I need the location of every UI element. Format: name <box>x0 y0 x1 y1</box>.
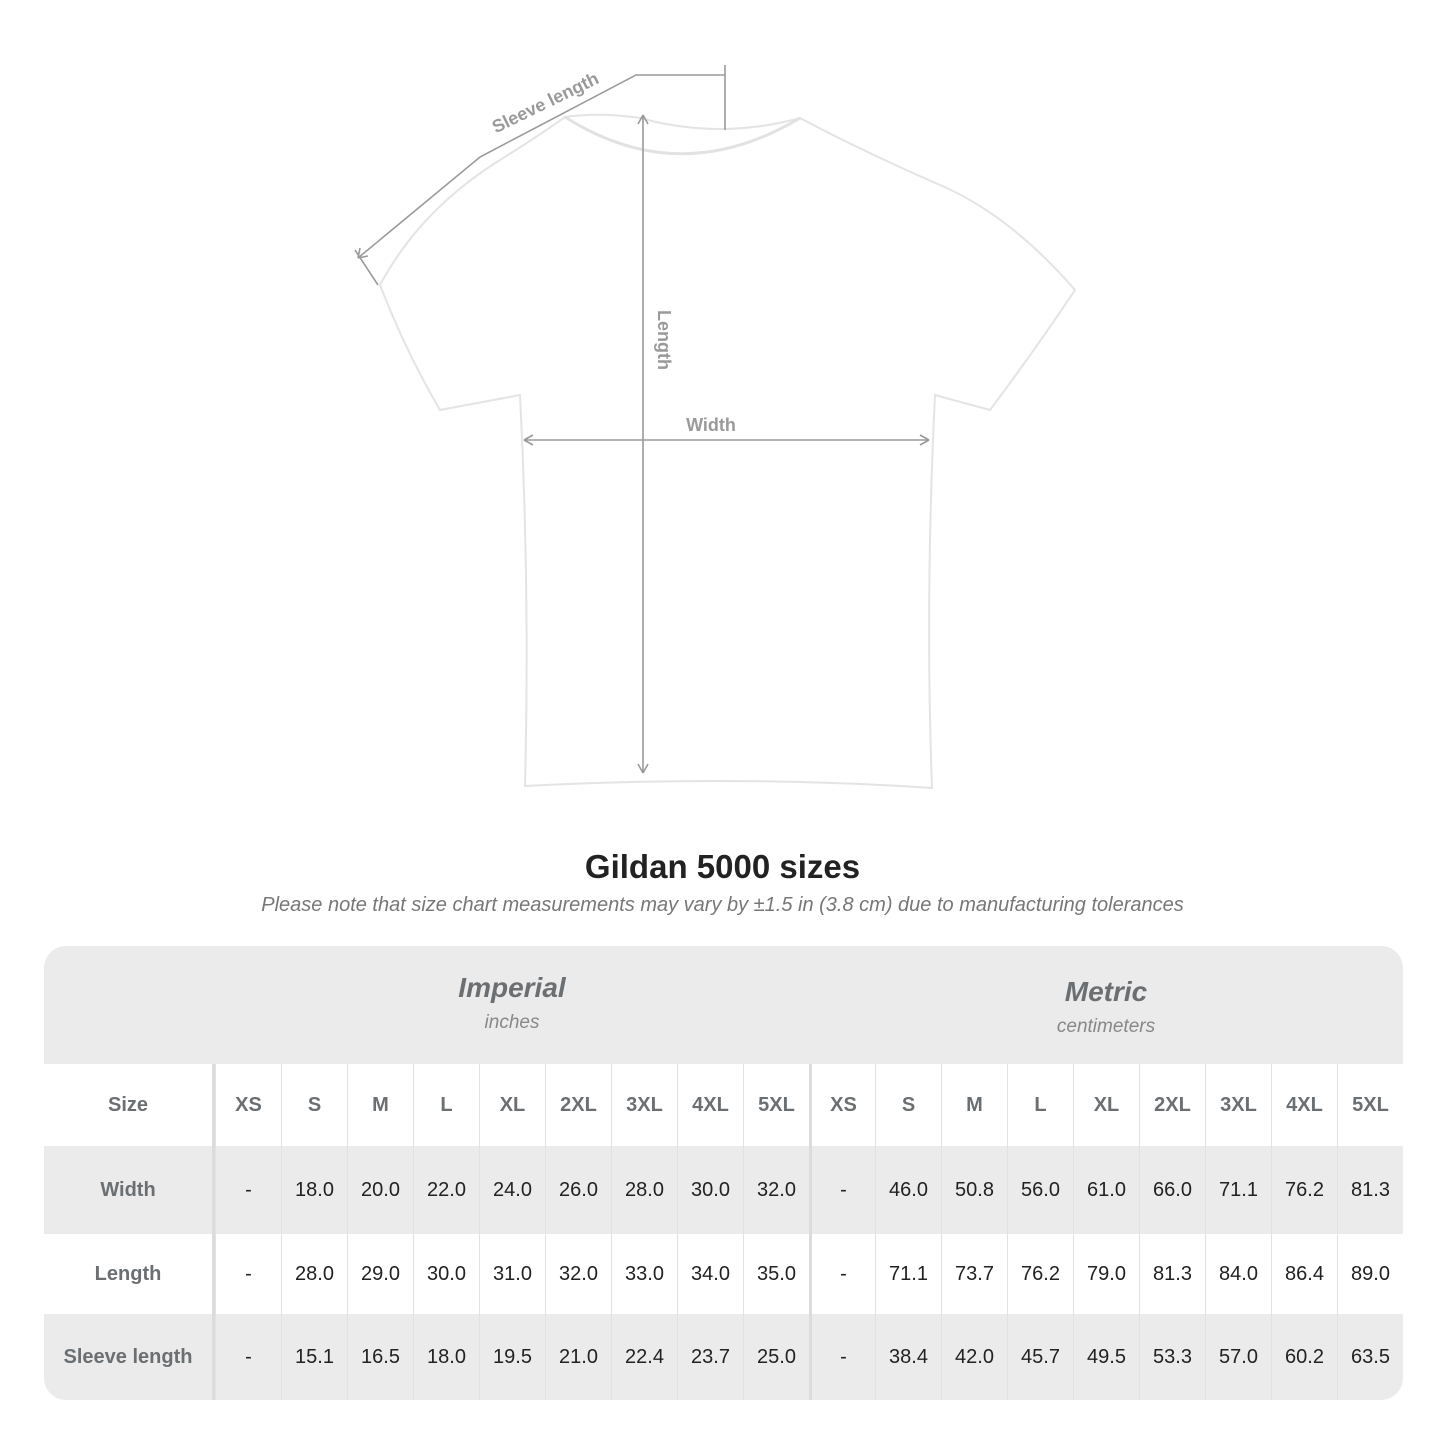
metric-value-cell: 53.3 <box>1139 1314 1205 1400</box>
length-label: Length <box>654 310 674 370</box>
imperial-value-cell: 32.0 <box>545 1234 611 1314</box>
metric-value-cell: 84.0 <box>1205 1234 1271 1314</box>
metric-value-cell: - <box>809 1146 875 1234</box>
metric-value-cell: 56.0 <box>1007 1146 1073 1234</box>
row-label: Width <box>44 1146 215 1234</box>
imperial-size-l: L <box>413 1064 479 1146</box>
metric-value-cell: 46.0 <box>875 1146 941 1234</box>
metric-value-cell: - <box>809 1234 875 1314</box>
metric-value-cell: 45.7 <box>1007 1314 1073 1400</box>
tshirt-shape <box>378 113 1077 790</box>
metric-value-cell: 76.2 <box>1007 1234 1073 1314</box>
sleeve-arrow <box>354 65 726 286</box>
metric-value-cell: 89.0 <box>1337 1234 1403 1314</box>
imperial-value-cell: 25.0 <box>743 1314 809 1400</box>
imperial-value-cell: 30.0 <box>413 1234 479 1314</box>
imperial-value-cell: 15.1 <box>281 1314 347 1400</box>
metric-size-3xl: 3XL <box>1205 1064 1271 1146</box>
size-header-row: Size XS S M L XL 2XL 3XL 4XL 5XL XS S M L XL 2XL 3XL 4XL 5… <box>44 1064 1403 1146</box>
imperial-value-cell: 30.0 <box>677 1146 743 1234</box>
metric-value-cell: 66.0 <box>1139 1146 1205 1234</box>
metric-value-cell: 76.2 <box>1271 1146 1337 1234</box>
collar <box>564 115 801 156</box>
metric-value-cell: 63.5 <box>1337 1314 1403 1400</box>
imperial-value-cell: - <box>215 1146 281 1234</box>
imperial-value-cell: 18.0 <box>413 1314 479 1400</box>
length-arrow <box>637 114 649 774</box>
metric-value-cell: 57.0 <box>1205 1314 1271 1400</box>
metric-value-cell: - <box>809 1314 875 1400</box>
metric-size-xs: XS <box>809 1064 875 1146</box>
metric-size-xl: XL <box>1073 1064 1139 1146</box>
imperial-value-cell: 29.0 <box>347 1234 413 1314</box>
metric-size-5xl: 5XL <box>1337 1064 1403 1146</box>
metric-unit: centimeters <box>1056 1016 1156 1037</box>
imperial-value-cell: 23.7 <box>677 1314 743 1400</box>
metric-value-cell: 60.2 <box>1271 1314 1337 1400</box>
size-table: Imperial inches Metric centimeters Size X… <box>44 946 1403 1400</box>
metric-value-cell: 49.5 <box>1073 1314 1139 1400</box>
metric-value-cell: 61.0 <box>1073 1146 1139 1234</box>
metric-value-cell: 73.7 <box>941 1234 1007 1314</box>
measurement-arrows <box>354 65 930 774</box>
tshirt-diagram: Sleeve length Length Width <box>354 65 1077 790</box>
metric-value-cell: 38.4 <box>875 1314 941 1400</box>
imperial-size-m: M <box>347 1064 413 1146</box>
metric-size-s: S <box>875 1064 941 1146</box>
imperial-value-cell: 33.0 <box>611 1234 677 1314</box>
imperial-value-cell: 21.0 <box>545 1314 611 1400</box>
imperial-size-2xl: 2XL <box>545 1064 611 1146</box>
imperial-value-cell: 22.0 <box>413 1146 479 1234</box>
imperial-value-cell: 31.0 <box>479 1234 545 1314</box>
metric-value-cell: 81.3 <box>1337 1146 1403 1234</box>
metric-size-m: M <box>941 1064 1007 1146</box>
metric-size-2xl: 2XL <box>1139 1064 1205 1146</box>
imperial-value-cell: 22.4 <box>611 1314 677 1400</box>
imperial-value-cell: 28.0 <box>611 1146 677 1234</box>
row-label: Length <box>44 1234 215 1314</box>
imperial-value-cell: 35.0 <box>743 1234 809 1314</box>
metric-value-cell: 86.4 <box>1271 1234 1337 1314</box>
imperial-value-cell: 18.0 <box>281 1146 347 1234</box>
imperial-value-cell: 19.5 <box>479 1314 545 1400</box>
imperial-value-cell: 34.0 <box>677 1234 743 1314</box>
width-arrow <box>523 434 930 446</box>
tolerance-note: Please note that size chart measurements… <box>261 894 1184 916</box>
metric-value-cell: 50.8 <box>941 1146 1007 1234</box>
imperial-size-xl: XL <box>479 1064 545 1146</box>
imperial-value-cell: 28.0 <box>281 1234 347 1314</box>
table-row: Width -18.0 20.0 22.0 24.0 26.0 28.0 30.0 32.0-4… <box>44 1146 1403 1234</box>
metric-value-cell: 79.0 <box>1073 1234 1139 1314</box>
imperial-value-cell: 32.0 <box>743 1146 809 1234</box>
metric-value-cell: 42.0 <box>941 1314 1007 1400</box>
metric-value-cell: 71.1 <box>875 1234 941 1314</box>
metric-size-4xl: 4XL <box>1271 1064 1337 1146</box>
metric-header: Metric centimeters <box>809 950 1403 1068</box>
width-label: Width <box>686 415 736 435</box>
row-label: Sleeve length <box>44 1314 215 1400</box>
imperial-value-cell: 20.0 <box>347 1146 413 1234</box>
metric-value-cell: 81.3 <box>1139 1234 1205 1314</box>
size-header-label: Size <box>44 1064 215 1146</box>
metric-title: Metric <box>1064 976 1148 1007</box>
metric-value-cell: 71.1 <box>1205 1146 1271 1234</box>
imperial-title: Imperial <box>458 972 566 1003</box>
table-row: Length -28.0 29.0 30.0 31.0 32.0 33.0 34.0 35.0-… <box>44 1234 1403 1314</box>
imperial-size-4xl: 4XL <box>677 1064 743 1146</box>
imperial-value-cell: 16.5 <box>347 1314 413 1400</box>
metric-size-l: L <box>1007 1064 1073 1146</box>
page-title: Gildan 5000 sizes <box>584 848 861 885</box>
unit-header-band <box>44 946 1403 1064</box>
imperial-value-cell: 24.0 <box>479 1146 545 1234</box>
imperial-size-s: S <box>281 1064 347 1146</box>
imperial-size-3xl: 3XL <box>611 1064 677 1146</box>
imperial-value-cell: - <box>215 1234 281 1314</box>
imperial-value-cell: 26.0 <box>545 1146 611 1234</box>
imperial-size-xs: XS <box>215 1064 281 1146</box>
imperial-size-5xl: 5XL <box>743 1064 809 1146</box>
imperial-value-cell: - <box>215 1314 281 1400</box>
imperial-header: Imperial inches <box>215 946 809 1064</box>
table-row: Sleeve length -15.1 16.5 18.0 19.5 21.0 22.4 23… <box>44 1314 1403 1400</box>
imperial-unit: inches <box>484 1012 540 1033</box>
